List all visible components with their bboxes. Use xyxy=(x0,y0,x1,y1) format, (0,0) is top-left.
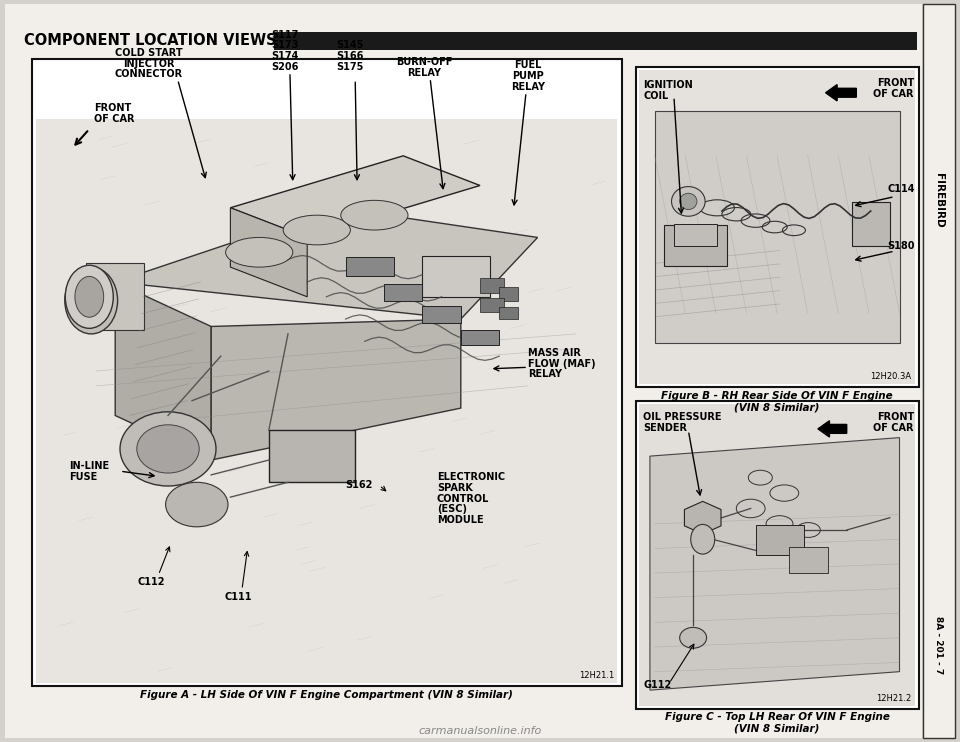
Text: C112: C112 xyxy=(138,577,165,588)
Text: FUEL
PUMP
RELAY: FUEL PUMP RELAY xyxy=(511,60,545,92)
Polygon shape xyxy=(655,111,900,343)
FancyArrow shape xyxy=(826,85,856,101)
Text: FRONT
OF CAR: FRONT OF CAR xyxy=(874,78,914,99)
Bar xyxy=(636,401,919,709)
Text: Figure C - Top LH Rear Of VIN F Engine
(VIN 8 Similar): Figure C - Top LH Rear Of VIN F Engine (… xyxy=(664,712,890,734)
Text: carmanualsonline.info: carmanualsonline.info xyxy=(419,726,541,736)
Bar xyxy=(636,67,919,387)
Bar xyxy=(674,224,717,246)
Text: S180: S180 xyxy=(887,241,915,252)
Bar xyxy=(756,525,804,555)
Text: FRONT
OF CAR: FRONT OF CAR xyxy=(874,412,914,433)
Text: IGNITION
COIL: IGNITION COIL xyxy=(643,80,693,101)
Text: COLD START
INJECTOR
CONNECTOR: COLD START INJECTOR CONNECTOR xyxy=(115,47,182,79)
Bar xyxy=(499,307,518,319)
Text: S117
S173
S174
S206: S117 S173 S174 S206 xyxy=(272,30,299,72)
Ellipse shape xyxy=(283,215,350,245)
Ellipse shape xyxy=(691,525,714,554)
Text: 12H21.2: 12H21.2 xyxy=(876,694,911,703)
Bar xyxy=(32,59,622,686)
Text: OIL PRESSURE
SENDER: OIL PRESSURE SENDER xyxy=(643,412,722,433)
FancyArrow shape xyxy=(818,421,847,437)
Polygon shape xyxy=(211,319,461,460)
Text: S162: S162 xyxy=(345,480,372,490)
Ellipse shape xyxy=(75,276,104,318)
Text: COMPONENT LOCATION VIEWS: COMPONENT LOCATION VIEWS xyxy=(24,33,276,48)
Text: FRONT
OF CAR: FRONT OF CAR xyxy=(94,103,134,124)
Bar xyxy=(274,32,917,50)
Polygon shape xyxy=(230,156,480,237)
Bar xyxy=(664,225,727,266)
Text: 8A - 201 - 7: 8A - 201 - 7 xyxy=(934,617,944,674)
Bar xyxy=(499,287,518,301)
Bar xyxy=(461,330,499,345)
Polygon shape xyxy=(115,208,538,319)
Text: 12H21.1: 12H21.1 xyxy=(579,672,614,680)
Ellipse shape xyxy=(137,424,200,473)
Ellipse shape xyxy=(165,482,228,527)
Bar xyxy=(789,547,828,573)
Text: IN-LINE
FUSE: IN-LINE FUSE xyxy=(69,461,109,482)
Bar xyxy=(422,256,490,297)
Ellipse shape xyxy=(226,237,293,267)
Text: FIREBIRD: FIREBIRD xyxy=(934,173,944,228)
Polygon shape xyxy=(650,438,900,690)
Bar xyxy=(36,119,617,683)
Bar xyxy=(384,284,422,301)
Bar xyxy=(480,298,504,312)
Bar xyxy=(639,70,915,384)
Polygon shape xyxy=(115,282,211,460)
Text: G112: G112 xyxy=(643,680,671,690)
Text: C111: C111 xyxy=(225,592,252,603)
Bar xyxy=(346,257,394,276)
Text: 12H20.3A: 12H20.3A xyxy=(870,372,911,381)
Text: BURN-OFF
RELAY: BURN-OFF RELAY xyxy=(396,57,452,78)
Text: Figure A - LH Side Of VIN F Engine Compartment (VIN 8 Similar): Figure A - LH Side Of VIN F Engine Compa… xyxy=(140,690,514,700)
Bar xyxy=(923,4,955,738)
Bar xyxy=(480,278,504,293)
Ellipse shape xyxy=(680,628,707,649)
Ellipse shape xyxy=(672,186,705,216)
Ellipse shape xyxy=(120,412,216,486)
Ellipse shape xyxy=(65,265,113,328)
Bar xyxy=(86,263,144,330)
Polygon shape xyxy=(230,208,307,297)
Ellipse shape xyxy=(680,193,697,209)
Text: Figure B - RH Rear Side Of VIN F Engine
(VIN 8 Similar): Figure B - RH Rear Side Of VIN F Engine … xyxy=(661,391,893,413)
Ellipse shape xyxy=(65,267,118,334)
Bar xyxy=(422,306,461,323)
Text: C114: C114 xyxy=(887,183,915,194)
Text: S145
S166
S175: S145 S166 S175 xyxy=(337,40,364,72)
Text: MASS AIR
FLOW (MAF)
RELAY: MASS AIR FLOW (MAF) RELAY xyxy=(528,348,595,379)
Ellipse shape xyxy=(341,200,408,230)
Bar xyxy=(269,430,355,482)
Bar xyxy=(639,404,915,706)
Bar xyxy=(852,202,890,246)
Text: ELECTRONIC
SPARK
CONTROL
(ESC)
MODULE: ELECTRONIC SPARK CONTROL (ESC) MODULE xyxy=(437,472,505,525)
